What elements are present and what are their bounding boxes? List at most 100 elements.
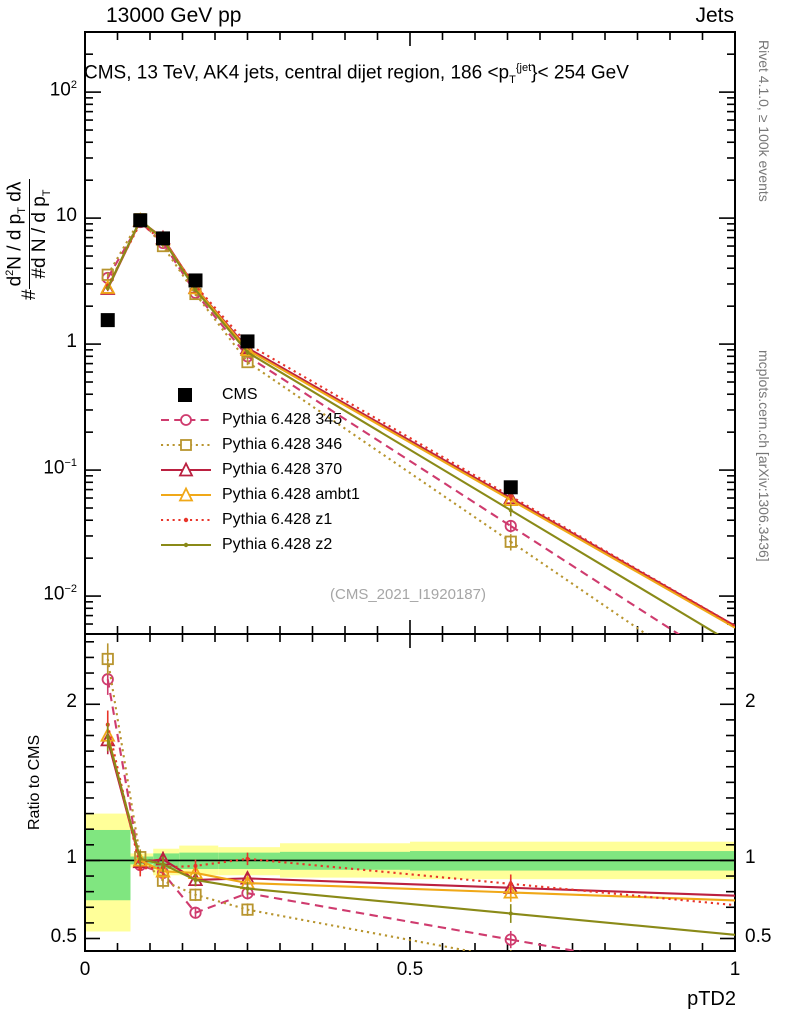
data-point-marker (508, 508, 513, 513)
data-point-marker (187, 279, 204, 295)
series-line-extrapolated (510, 886, 735, 897)
legend-item-label: Pythia 6.428 z1 (222, 510, 333, 528)
legend-item-pythia-6-428-z1[interactable]: Pythia 6.428 z1 (160, 507, 360, 532)
data-point-marker (156, 231, 170, 246)
series-line (106, 658, 475, 951)
x-tick-label: 0.5 (396, 959, 424, 980)
x-axis-label: pTD2 (687, 988, 736, 1010)
ratio-series-pythia-6-428-346 (101, 643, 516, 964)
legend-item-pythia-6-428-345[interactable]: Pythia 6.428 345 (160, 407, 360, 432)
series-line (106, 679, 511, 941)
ratio-series-pythia-6-428-z2 (105, 723, 735, 936)
data-point-marker (508, 911, 513, 916)
data-point-marker (245, 350, 250, 355)
ratio-series-pythia-6-428-345 (101, 663, 582, 951)
legend-item-label: Pythia 6.428 346 (222, 435, 343, 453)
y-tick-label: 1 (66, 331, 77, 353)
data-point-marker (503, 884, 519, 899)
page-title: CMS, 13 TeV, AK4 jets, central dijet reg… (84, 62, 629, 86)
header-left-beam: 13000 GeV pp (106, 4, 242, 27)
data-point-marker (133, 213, 148, 228)
data-point-marker (193, 287, 198, 292)
series-line-extrapolated (510, 912, 735, 936)
x-tick-label: 1 (729, 959, 741, 980)
y-tick-label: 10−1 (43, 457, 77, 479)
data-point-marker (193, 863, 198, 868)
legend-item-pythia-6-428-346[interactable]: Pythia 6.428 346 (160, 432, 360, 457)
data-point-marker (241, 355, 254, 369)
legend-item-label: CMS (222, 385, 258, 403)
data-point-marker (245, 856, 250, 861)
series-line-extrapolated (510, 882, 735, 907)
legend-key-icon (160, 410, 212, 430)
title-sup: {jet (515, 62, 532, 74)
series-line-extrapolated (510, 498, 735, 629)
legend-key-icon (160, 460, 212, 480)
y-tick-label: 10−2 (43, 583, 77, 605)
legend-item-pythia-6-428-ambt1[interactable]: Pythia 6.428 ambt1 (160, 482, 360, 507)
data-point-marker (508, 881, 513, 886)
data-point-marker (503, 480, 518, 495)
title-post: }< 254 GeV (531, 62, 629, 84)
legend-key-icon (160, 435, 212, 455)
data-point-marker (506, 954, 516, 964)
data-point-marker (193, 877, 198, 882)
data-point-marker (101, 652, 114, 666)
y-tick-label: 10 (55, 205, 77, 227)
series-line-extrapolated (510, 495, 735, 627)
data-point-marker (245, 886, 250, 891)
legend-item-pythia-6-428-370[interactable]: Pythia 6.428 370 (160, 457, 360, 482)
ratio-band-green (85, 829, 131, 901)
title-sub: T (509, 74, 516, 87)
analysis-id-watermark: (CMS_2021_I1920187) (330, 586, 486, 603)
data-point-marker (189, 906, 202, 919)
series-line-extrapolated (510, 509, 720, 634)
series-line-extrapolated (510, 525, 681, 634)
legend-item-label: Pythia 6.428 370 (222, 460, 343, 478)
legend-key-icon (160, 385, 212, 405)
series-line (106, 724, 511, 885)
data-point-marker (161, 862, 165, 867)
data-point-marker (105, 286, 110, 291)
data-point-marker (138, 856, 143, 861)
data-point-marker (105, 735, 110, 740)
legend-item-pythia-6-428-z2[interactable]: Pythia 6.428 z2 (160, 532, 360, 557)
ratio-y-tick-label-right: 1 (745, 847, 756, 869)
legend-key-icon (160, 510, 212, 530)
ratio-y-tick-label-right: 0.5 (745, 925, 772, 947)
legend-item-label: Pythia 6.428 345 (222, 410, 343, 428)
data-point-marker (504, 519, 517, 533)
series-line-extrapolated (510, 540, 648, 634)
legend: CMS Pythia 6.428 345 Pythia 6.428 346 Pythi… (160, 382, 360, 557)
legend-item-label: Pythia 6.428 z2 (222, 535, 333, 553)
y-tick-label: 102 (49, 79, 77, 101)
series-line (106, 218, 512, 512)
data-point-marker (504, 933, 517, 946)
data-point-marker (100, 279, 116, 294)
legend-item-cms[interactable]: CMS (160, 382, 360, 407)
data-point-marker (240, 334, 255, 349)
legend-key-icon (160, 485, 212, 505)
series-line (106, 220, 512, 527)
data-point-marker (504, 535, 517, 548)
series-line (106, 217, 512, 543)
data-point-marker (155, 863, 171, 878)
data-point-marker (189, 888, 202, 901)
ratio-y-tick-label-left: 2 (66, 691, 77, 713)
data-point-marker (100, 313, 115, 328)
header-right-category: Jets (695, 4, 734, 27)
series-line (106, 736, 511, 915)
title-pre: CMS, 13 TeV, AK4 jets, central dijet reg… (84, 62, 510, 84)
series-line-extrapolated (510, 891, 735, 902)
ratio-y-tick-label-right: 2 (745, 691, 756, 713)
ratio-y-tick-label-left: 1 (66, 847, 77, 869)
data-point-marker (508, 494, 513, 499)
x-tick-label: 0 (79, 959, 91, 980)
data-point-marker (188, 273, 203, 288)
data-point-marker (241, 903, 254, 916)
legend-key-icon (160, 535, 212, 555)
legend-item-label: Pythia 6.428 ambt1 (222, 485, 360, 503)
data-point-marker (138, 866, 143, 871)
